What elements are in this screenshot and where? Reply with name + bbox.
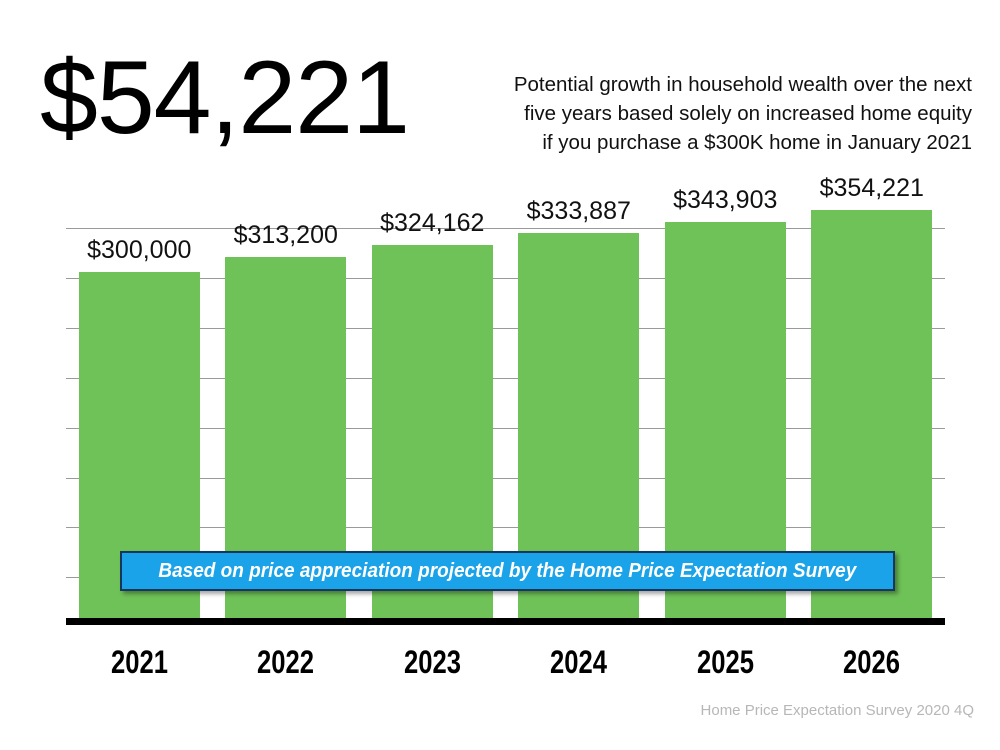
bar-value-label-2025: $343,903 <box>673 185 778 214</box>
headline-value: $54,221 <box>40 40 410 156</box>
category-label-2025: 2025 <box>696 644 754 680</box>
bar-2026 <box>811 209 933 618</box>
category-label-2021: 2021 <box>110 644 168 680</box>
axis-baseline <box>66 618 945 625</box>
gridline <box>66 377 945 379</box>
callout-banner: Based on price appreciation projected by… <box>120 551 895 591</box>
category-label-2022: 2022 <box>257 644 315 680</box>
gridline <box>66 277 945 279</box>
bar-value-label-2022: $313,200 <box>233 221 338 250</box>
gridline <box>66 427 945 429</box>
bar-value-label-2024: $333,887 <box>526 197 631 226</box>
category-label-2023: 2023 <box>403 644 461 680</box>
gridline <box>66 228 945 229</box>
bar-value-label-2023: $324,162 <box>380 208 485 237</box>
subtitle-text: Potential growth in household wealth ove… <box>472 70 972 157</box>
subtitle-line-1: Potential growth in household wealth ove… <box>513 73 972 96</box>
bar-value-label-2021: $300,000 <box>87 236 192 265</box>
gridline <box>66 327 945 329</box>
chart-header: $54,221 Potential growth in household we… <box>0 0 1000 190</box>
subtitle-line-3: if you purchase a $300K home in January … <box>542 131 972 154</box>
callout-banner-text: Based on price appreciation projected by… <box>158 560 857 582</box>
subtitle-line-2: five years based solely on increased hom… <box>524 102 972 125</box>
gridline <box>66 477 945 479</box>
gridline <box>66 527 945 529</box>
category-label-2026: 2026 <box>843 644 901 680</box>
category-label-2024: 2024 <box>550 644 608 680</box>
source-credit: Home Price Expectation Survey 2020 4Q <box>700 702 974 719</box>
bar-value-label-2026: $354,221 <box>819 173 924 202</box>
